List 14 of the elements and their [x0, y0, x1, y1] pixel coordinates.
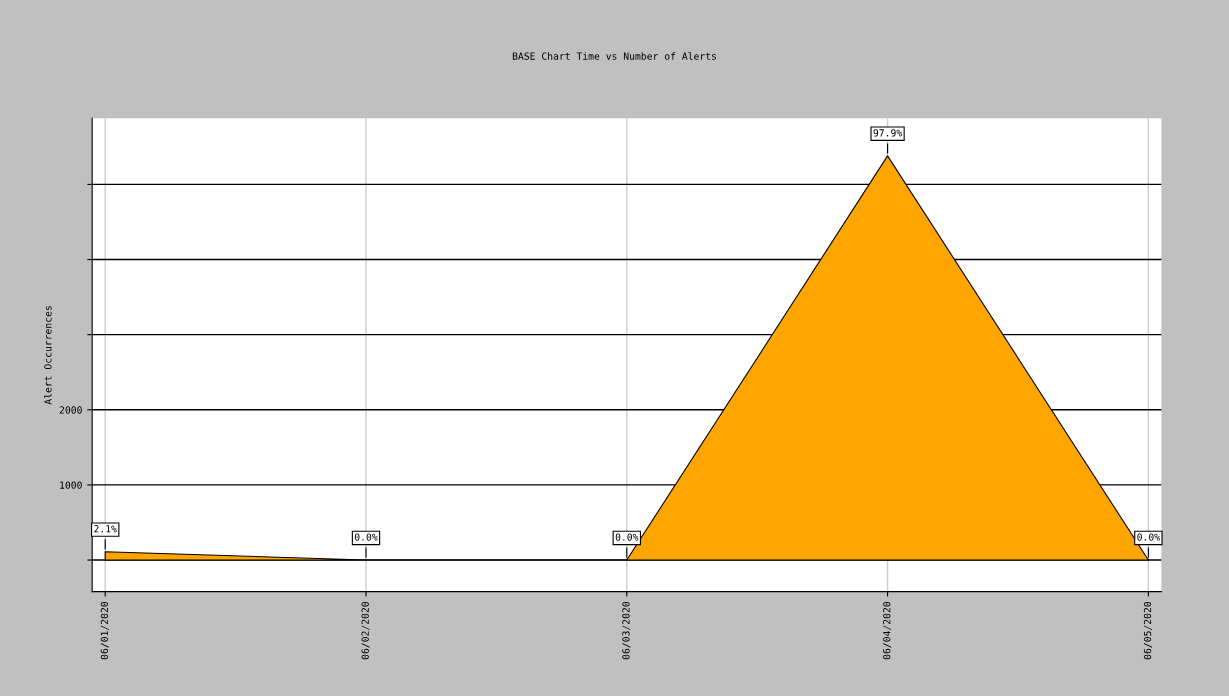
annotation: 0.0%: [615, 533, 639, 541]
annotation: 97.9%: [873, 129, 903, 137]
annotation: 0.0%: [1137, 533, 1160, 541]
x-tick-label: 06/02/2020: [361, 601, 370, 660]
y-tick-label: 1000: [60, 481, 82, 489]
x-tick-label: 06/05/2020: [1143, 601, 1152, 660]
x-tick-label: 06/04/2020: [883, 601, 892, 660]
y-tick-label: 2000: [59, 406, 82, 414]
annotation: 0.0%: [354, 533, 378, 541]
annotation: 2.1%: [94, 525, 117, 533]
y-axis-title: Alert Occurrences: [44, 306, 52, 405]
x-tick-label: 06/01/2020: [100, 601, 109, 660]
chart-title: BASE Chart Time vs Number of Alerts: [512, 52, 716, 60]
x-tick-label: 06/03/2020: [622, 601, 631, 660]
